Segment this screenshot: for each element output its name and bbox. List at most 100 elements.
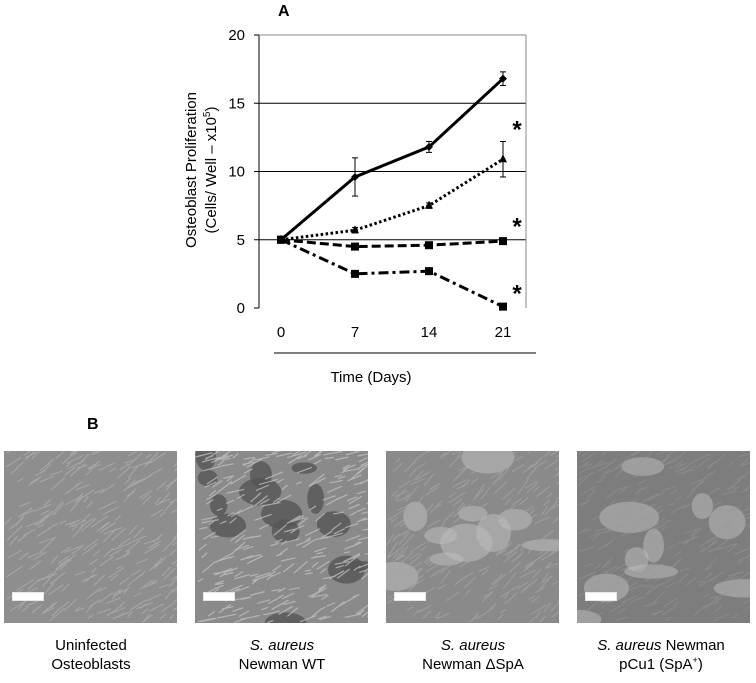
fiber [257, 599, 271, 604]
fiber [440, 563, 452, 574]
fiber [642, 534, 659, 545]
fiber [4, 516, 12, 525]
fiber [452, 515, 462, 525]
fiber [593, 460, 604, 467]
fiber [579, 467, 589, 474]
fiber [524, 563, 534, 569]
fiber [164, 588, 175, 600]
fiber [545, 562, 559, 569]
fiber [539, 615, 546, 623]
fiber [55, 559, 72, 570]
fiber [85, 603, 94, 613]
fiber [216, 613, 237, 619]
fiber [23, 528, 36, 536]
y-tick-label: 15 [228, 95, 245, 112]
fiber [201, 516, 218, 521]
fiber [426, 451, 432, 453]
fiber [36, 527, 52, 537]
fiber [276, 494, 292, 504]
fiber [409, 477, 426, 486]
light-patch [461, 451, 515, 474]
significance-star: * [512, 280, 522, 307]
fiber [740, 513, 750, 518]
fiber [42, 577, 51, 587]
fiber [345, 451, 360, 456]
fiber [500, 504, 517, 517]
fiber [322, 495, 336, 501]
fiber [461, 503, 471, 517]
fiber [357, 609, 365, 616]
fiber [629, 596, 644, 604]
fiber [91, 567, 97, 574]
fiber [737, 554, 750, 562]
fiber [682, 502, 693, 509]
fiber [627, 581, 638, 589]
fiber [393, 530, 408, 539]
fiber [738, 547, 750, 553]
fiber [387, 541, 399, 558]
fiber [644, 558, 659, 570]
fiber [123, 488, 136, 502]
fiber [403, 460, 417, 473]
fiber [675, 460, 683, 467]
data-point [425, 200, 433, 209]
fiber [551, 611, 559, 618]
fiber [149, 557, 163, 572]
fiber [49, 571, 66, 585]
fiber [525, 467, 537, 480]
fiber [530, 595, 541, 603]
fiber [71, 525, 78, 532]
fiber [456, 502, 465, 512]
fiber [359, 478, 368, 485]
fiber [615, 522, 622, 529]
fiber [219, 520, 227, 525]
fiber [440, 570, 451, 584]
fiber [333, 527, 346, 535]
fiber [673, 465, 683, 472]
fiber [223, 572, 234, 576]
fiber [57, 601, 70, 611]
fiber [221, 451, 232, 458]
series-line [280, 77, 505, 241]
fiber [337, 475, 346, 480]
fiber [728, 571, 744, 577]
fiber [665, 459, 680, 465]
fiber [69, 451, 78, 456]
fiber [261, 501, 281, 507]
fiber [92, 451, 102, 455]
fiber [44, 498, 52, 507]
fiber [250, 591, 265, 596]
fiber [311, 561, 319, 568]
fiber [357, 463, 368, 470]
fiber [213, 584, 224, 590]
fiber [740, 507, 750, 513]
fiber [502, 451, 517, 464]
fiber [31, 451, 41, 460]
fiber [681, 465, 696, 476]
fiber [441, 452, 448, 457]
fiber [389, 582, 396, 587]
fiber [664, 617, 671, 622]
fiber [65, 462, 71, 468]
fiber [39, 536, 57, 544]
fiber [556, 481, 559, 485]
x-tick-labels: 0 7 14 21 [277, 324, 512, 341]
fiber [225, 499, 235, 505]
fiber [690, 535, 699, 541]
fiber [577, 463, 593, 468]
fiber [140, 603, 148, 609]
fiber [229, 517, 237, 524]
fiber [205, 493, 217, 501]
fiber [359, 569, 368, 573]
fiber [273, 524, 287, 536]
fiber [632, 519, 645, 527]
fiber [395, 546, 406, 560]
fiber [234, 544, 250, 551]
fiber [266, 619, 274, 623]
fiber [254, 456, 270, 461]
y-tick-label: 10 [228, 164, 245, 181]
fiber [692, 603, 708, 617]
fiber [278, 605, 293, 615]
fiber [215, 480, 233, 494]
fiber [426, 536, 441, 544]
